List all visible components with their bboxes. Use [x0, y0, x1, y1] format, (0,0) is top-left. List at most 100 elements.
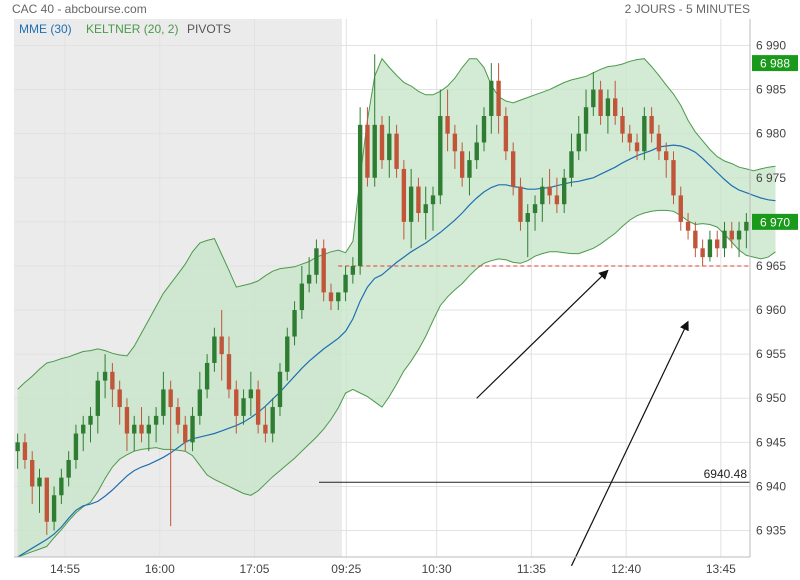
candle-body: [139, 424, 144, 434]
candle-body: [226, 354, 232, 390]
candle-body: [102, 371, 108, 381]
candle-body: [540, 186, 545, 205]
candle-body: [693, 230, 698, 249]
legend-ema[interactable]: MME (30): [19, 22, 72, 36]
candle-body: [736, 230, 742, 240]
x-tick-label: 12:40: [611, 562, 641, 576]
candle-body: [510, 151, 516, 187]
y-tick-label: 6 975: [756, 171, 786, 185]
candle-body: [81, 424, 86, 434]
candle-body: [59, 477, 64, 496]
candle-body: [285, 336, 290, 372]
candle-body: [671, 160, 676, 196]
candle-body: [715, 239, 720, 249]
candle-body: [219, 336, 224, 355]
candle-body: [292, 310, 297, 337]
candle-body: [153, 415, 159, 425]
annotation-arrow: [476, 269, 609, 399]
candlesticks: [15, 54, 749, 535]
candle-body: [547, 186, 552, 196]
y-tick-label: 6 945: [756, 435, 786, 449]
candle-body: [627, 133, 632, 143]
candle-body: [146, 424, 151, 434]
candle-body: [394, 133, 399, 169]
annotation-arrow: [570, 320, 689, 567]
candle-body: [678, 195, 683, 222]
candle-body: [518, 186, 523, 222]
y-tick-label: 6 980: [756, 127, 786, 141]
candle-body: [598, 89, 603, 117]
level-line-label: 6940.48: [704, 467, 748, 481]
price-tag-label: 6 970: [760, 215, 790, 229]
candle-body: [613, 98, 618, 117]
candle-body: [591, 89, 596, 108]
annotation-arrows: [476, 269, 689, 567]
y-tick-label: 6 955: [756, 347, 786, 361]
candle-body: [408, 186, 414, 222]
candle-body: [365, 124, 370, 178]
x-tick-label: 17:05: [239, 562, 269, 576]
x-tick-label: 10:30: [422, 562, 452, 576]
candle-body: [372, 124, 377, 178]
candle-body: [554, 195, 560, 205]
x-tick-label: 09:25: [331, 562, 361, 576]
candle-body: [503, 116, 509, 152]
candle-body: [416, 186, 421, 214]
candle-body: [175, 407, 181, 425]
candle-body: [649, 116, 654, 134]
candle-body: [15, 442, 20, 452]
y-tick-label: 6 950: [756, 391, 786, 405]
candle-body: [496, 80, 501, 117]
candle-body: [168, 389, 173, 408]
candle-body: [110, 371, 115, 390]
keltner-lower-line: [17, 209, 776, 558]
candle-body: [328, 292, 334, 302]
candle-body: [234, 389, 239, 416]
y-tick-label: 6 990: [756, 38, 786, 52]
candle-body: [314, 248, 319, 275]
y-tick-label: 6 985: [756, 83, 786, 97]
candle-body: [700, 248, 705, 258]
candle-body: [438, 116, 443, 196]
candle-body: [576, 133, 581, 152]
candle-body: [744, 221, 749, 231]
keltner-band-fill: [17, 58, 776, 557]
x-tick-label: 11:35: [517, 562, 546, 576]
candle-body: [73, 433, 79, 460]
legend-keltner[interactable]: KELTNER (20, 2): [86, 22, 178, 36]
candle-body: [379, 124, 385, 161]
candle-body: [467, 160, 472, 178]
candle-body: [241, 398, 246, 416]
candle-body: [459, 151, 465, 178]
y-tick-label: 6 940: [756, 479, 786, 493]
candle-body: [277, 371, 283, 408]
candle-body: [481, 116, 487, 143]
chart-title: CAC 40 - abcbourse.com: [12, 2, 147, 16]
candle-body: [474, 142, 479, 161]
candle-body: [270, 407, 275, 434]
candle-body: [343, 274, 348, 293]
candle-body: [357, 124, 363, 266]
candle-body: [263, 424, 268, 434]
keltner-band: [17, 57, 776, 558]
candle-body: [161, 389, 166, 416]
candle-body: [95, 380, 100, 416]
candle-body: [37, 477, 42, 487]
y-tick-label: 6 965: [756, 259, 786, 273]
candle-body: [430, 195, 436, 205]
candle-body: [117, 389, 122, 408]
chart-period: 2 JOURS - 5 MINUTES: [625, 2, 750, 16]
candle-body: [452, 133, 458, 152]
legend-pivots[interactable]: PIVOTS: [187, 22, 231, 36]
candle-body: [729, 230, 734, 240]
price-tags: 6 988 6 970: [752, 55, 798, 230]
candle-body: [66, 459, 71, 478]
candle-body: [88, 415, 93, 425]
ema-30-line: [17, 144, 776, 558]
keltner-upper-line: [17, 57, 776, 390]
candle-body: [707, 239, 713, 258]
candle-body: [197, 389, 203, 416]
candle-body: [387, 133, 392, 161]
